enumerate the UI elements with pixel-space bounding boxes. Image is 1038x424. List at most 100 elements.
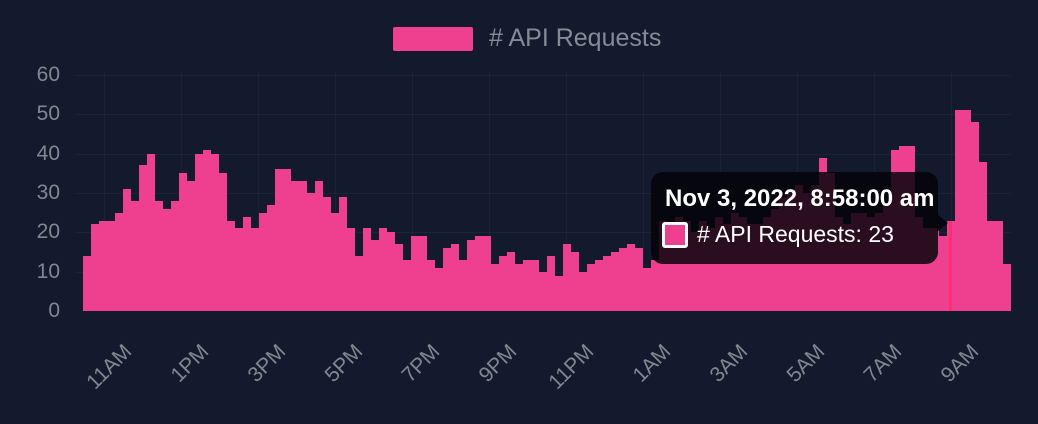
bar[interactable] <box>603 256 611 311</box>
bar[interactable] <box>523 260 531 311</box>
bar[interactable] <box>843 224 851 311</box>
bar[interactable] <box>339 197 347 311</box>
bar[interactable] <box>379 228 387 311</box>
bar[interactable] <box>755 224 763 311</box>
bar[interactable] <box>123 189 131 311</box>
bar[interactable] <box>675 217 683 311</box>
bar[interactable] <box>227 221 235 311</box>
bar[interactable] <box>611 252 619 311</box>
bar[interactable] <box>195 154 203 311</box>
bar[interactable] <box>539 272 547 311</box>
bar[interactable] <box>267 205 275 311</box>
bar[interactable] <box>179 173 187 311</box>
bar[interactable] <box>403 260 411 311</box>
bar[interactable] <box>619 248 627 311</box>
bar[interactable] <box>411 236 419 311</box>
bar[interactable] <box>243 217 251 311</box>
bar[interactable] <box>163 209 171 311</box>
bar[interactable] <box>699 221 707 311</box>
bar[interactable] <box>419 236 427 311</box>
bar[interactable] <box>627 244 635 311</box>
bar[interactable] <box>651 260 659 311</box>
bar[interactable] <box>659 221 667 311</box>
bar[interactable] <box>219 173 227 311</box>
bar[interactable] <box>707 228 715 311</box>
bar[interactable] <box>147 154 155 311</box>
bar[interactable] <box>259 213 267 311</box>
bar[interactable] <box>331 213 339 311</box>
bar[interactable] <box>715 217 723 311</box>
bar[interactable] <box>115 213 123 311</box>
bar[interactable] <box>171 201 179 311</box>
bar[interactable] <box>387 232 395 311</box>
bar[interactable] <box>747 224 755 311</box>
bar[interactable] <box>915 217 923 311</box>
bar[interactable] <box>467 240 475 311</box>
bar[interactable] <box>235 228 243 311</box>
bar[interactable] <box>987 221 995 311</box>
bar[interactable] <box>83 256 91 311</box>
bar[interactable] <box>547 256 555 311</box>
bar[interactable] <box>867 217 875 311</box>
bar[interactable] <box>667 228 675 311</box>
bar[interactable] <box>571 252 579 311</box>
bar[interactable] <box>451 244 459 311</box>
bar[interactable] <box>347 228 355 311</box>
bar[interactable] <box>155 201 163 311</box>
bar[interactable] <box>515 264 523 311</box>
bar[interactable] <box>739 217 747 311</box>
bar[interactable] <box>691 232 699 311</box>
bar[interactable] <box>683 221 691 311</box>
bar[interactable] <box>563 244 571 311</box>
bar[interactable] <box>483 236 491 311</box>
bar[interactable] <box>459 260 467 311</box>
bar[interactable] <box>435 268 443 311</box>
bar[interactable] <box>107 221 115 311</box>
bar[interactable] <box>283 169 291 311</box>
bar[interactable] <box>995 221 1003 311</box>
bar[interactable] <box>363 228 371 311</box>
bar-series[interactable] <box>83 0 1011 311</box>
bar[interactable] <box>475 236 483 311</box>
bar[interactable] <box>275 169 283 311</box>
bar[interactable] <box>91 224 99 311</box>
bar[interactable] <box>291 181 299 311</box>
bar[interactable] <box>763 217 771 311</box>
bar[interactable] <box>355 256 363 311</box>
bar[interactable] <box>251 228 259 311</box>
bar[interactable] <box>555 276 563 311</box>
bar[interactable] <box>427 260 435 311</box>
bar[interactable] <box>211 154 219 311</box>
bar[interactable] <box>723 224 731 311</box>
bar[interactable] <box>307 193 315 311</box>
bar[interactable] <box>1003 264 1011 311</box>
legend-item-api-requests[interactable]: # API Requests <box>393 24 661 53</box>
bar[interactable] <box>939 236 947 311</box>
bar[interactable] <box>643 268 651 311</box>
bar[interactable] <box>971 122 979 311</box>
bar[interactable] <box>955 110 963 311</box>
bar[interactable] <box>299 181 307 311</box>
bar[interactable] <box>923 228 931 311</box>
bar[interactable] <box>187 181 195 311</box>
bar[interactable] <box>531 260 539 311</box>
bar[interactable] <box>835 217 843 311</box>
bar[interactable] <box>443 248 451 311</box>
bar[interactable] <box>499 256 507 311</box>
bar[interactable] <box>579 272 587 311</box>
bar[interactable] <box>139 165 147 311</box>
bar[interactable] <box>595 260 603 311</box>
bar[interactable] <box>931 228 939 311</box>
bar[interactable] <box>131 201 139 311</box>
bar[interactable] <box>395 244 403 311</box>
bar[interactable] <box>371 240 379 311</box>
bar[interactable] <box>99 221 107 311</box>
bar[interactable] <box>635 248 643 311</box>
bar[interactable] <box>979 162 987 311</box>
bar[interactable] <box>315 181 323 311</box>
bar[interactable] <box>323 197 331 311</box>
bar[interactable] <box>491 264 499 311</box>
bar[interactable] <box>587 264 595 311</box>
bar[interactable] <box>963 110 971 311</box>
bar[interactable] <box>203 150 211 311</box>
